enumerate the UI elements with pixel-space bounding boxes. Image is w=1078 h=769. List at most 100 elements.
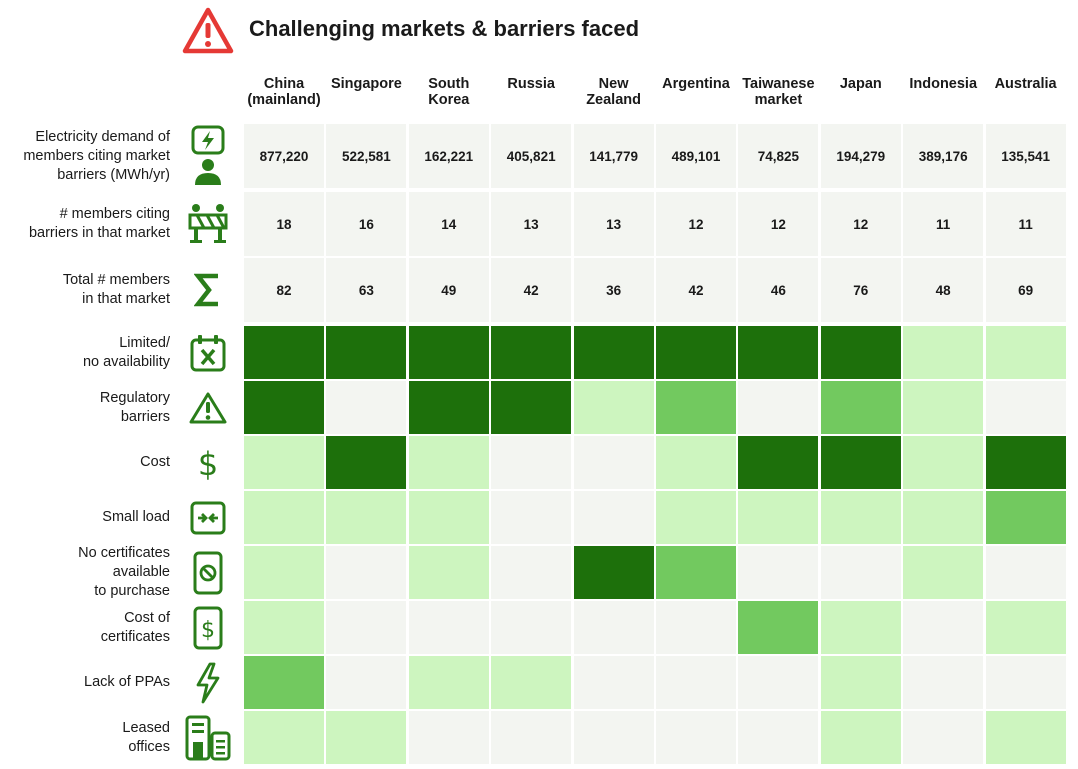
heat-cell (820, 656, 901, 709)
stat-cell: 76 (820, 258, 901, 322)
heat-cell (985, 601, 1066, 654)
row-label-stat-0: Electricity demand of members citing mar… (23, 128, 170, 183)
column-header-new-zealand: New Zealand (586, 76, 641, 108)
no-certificate-icon (184, 546, 232, 599)
heat-cell (738, 326, 819, 379)
calendar-x-icon (184, 326, 232, 379)
stat-cell: 194,279 (820, 124, 901, 188)
column-header-singapore: Singapore (330, 76, 402, 92)
stat-cell: 12 (820, 192, 901, 256)
row-label-barrier-7: Leased offices (122, 719, 170, 755)
column-header-russia: Russia (507, 76, 555, 92)
heat-cell (491, 656, 572, 709)
heat-cell (820, 491, 901, 544)
heat-cell (326, 711, 407, 764)
stat-cell: 69 (985, 258, 1066, 322)
chart-title: Challenging markets & barriers faced (249, 16, 640, 41)
heat-cell (820, 436, 901, 489)
person-lightning-icon (184, 124, 232, 188)
heat-cell (244, 381, 324, 434)
heat-cell (491, 546, 572, 599)
heat-cell (573, 601, 654, 654)
column-header-south-korea: South Korea (428, 76, 470, 108)
heat-cell (903, 601, 984, 654)
stat-cell: 522,581 (326, 124, 407, 188)
heat-cell (656, 656, 736, 709)
stat-cell: 49 (408, 258, 489, 322)
heat-cell (820, 546, 901, 599)
heat-cell (985, 711, 1066, 764)
column-header-australia: Australia (994, 76, 1057, 92)
heat-cell (985, 491, 1066, 544)
stat-cell: 46 (738, 258, 819, 322)
heat-cell (738, 601, 819, 654)
heat-cell (738, 656, 819, 709)
heat-cell (408, 546, 489, 599)
row-label-barrier-2: Cost (140, 454, 170, 470)
column-header-japan: Japan (839, 76, 882, 92)
heat-cell (738, 381, 819, 434)
heat-cell (573, 546, 654, 599)
stat-cell: 135,541 (985, 124, 1066, 188)
stat-cell: 82 (244, 258, 324, 322)
heat-cell (903, 381, 984, 434)
row-label-barrier-3: Small load (102, 509, 170, 525)
svg-text:$: $ (198, 445, 218, 481)
heat-cell (903, 711, 984, 764)
stat-cell: 11 (903, 192, 984, 256)
row-label-barrier-5: Cost of certificates (100, 609, 170, 645)
compress-icon (184, 491, 232, 544)
heat-cell (244, 326, 324, 379)
heat-cell (903, 326, 984, 379)
stat-cell: 36 (573, 258, 654, 322)
column-header-indonesia: Indonesia (909, 76, 978, 92)
heat-cell (985, 381, 1066, 434)
heat-cell (326, 656, 407, 709)
heat-cell (408, 601, 489, 654)
stat-cell: 405,821 (491, 124, 572, 188)
heat-cell (985, 436, 1066, 489)
row-label-barrier-1: Regulatory barriers (99, 389, 170, 425)
heat-cell (573, 711, 654, 764)
heat-cell (408, 711, 489, 764)
heat-cell (656, 601, 736, 654)
stat-cell: 389,176 (903, 124, 984, 188)
row-label-barrier-0: Limited/ no availability (82, 334, 170, 370)
heat-cell (326, 436, 407, 489)
warning-title-icon (182, 7, 234, 54)
heat-cell (491, 381, 572, 434)
row-label-barrier-4: No certificates available to purchase (78, 545, 170, 599)
heat-cell (491, 436, 572, 489)
heat-cell (820, 601, 901, 654)
row-label-stat-1: # members citing barriers in that market (28, 206, 170, 241)
heat-cell (903, 546, 984, 599)
heat-cell (820, 381, 901, 434)
heat-cell (408, 326, 489, 379)
heat-cell (985, 656, 1066, 709)
stat-cell: 162,221 (408, 124, 489, 188)
stat-cell: 48 (903, 258, 984, 322)
warning-icon (184, 381, 232, 434)
heat-cell (244, 436, 324, 489)
heat-cell (985, 326, 1066, 379)
heat-cell (244, 546, 324, 599)
heat-cell (244, 601, 324, 654)
stat-cell: 13 (491, 192, 572, 256)
dollar-icon: $ (184, 436, 232, 489)
heat-cell (656, 546, 736, 599)
heat-cell (326, 546, 407, 599)
heat-cell (656, 381, 736, 434)
heat-cell (656, 491, 736, 544)
heat-cell (573, 326, 654, 379)
heat-cell (326, 491, 407, 544)
stat-cell: 12 (738, 192, 819, 256)
stat-cell: 489,101 (656, 124, 736, 188)
heat-cell (738, 436, 819, 489)
heat-cell (491, 601, 572, 654)
column-header-argentina: Argentina (662, 76, 730, 92)
column-header-taiwanese-market: Taiwanese market (742, 76, 815, 108)
heat-cell (738, 546, 819, 599)
heat-cell (491, 326, 572, 379)
row-label-barrier-6: Lack of PPAs (84, 674, 170, 690)
heat-cell (326, 601, 407, 654)
